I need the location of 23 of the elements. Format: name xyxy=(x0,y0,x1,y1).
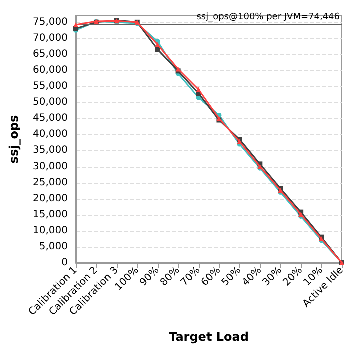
y-tick-label: 65,000 xyxy=(33,48,68,60)
y-tick-label: 50,000 xyxy=(33,97,68,108)
y-tick-label: 40,000 xyxy=(33,129,68,140)
y-tick-label: 45,000 xyxy=(33,113,68,124)
y-tick-label: 0 xyxy=(62,258,68,268)
ref-line-label: ssj_ops@100% per JVM=74,446 xyxy=(196,12,340,23)
y-tick-label: 10,000 xyxy=(33,225,68,236)
y-tick-label: 60,000 xyxy=(33,65,68,76)
y-tick-label: 55,000 xyxy=(33,81,68,92)
y-tick-label: 5,000 xyxy=(39,241,68,252)
y-tick-label: 70,000 xyxy=(33,32,68,44)
y-tick-label: 75,000 xyxy=(33,16,68,28)
point xyxy=(155,42,160,48)
x-axis-title: Target Load xyxy=(169,330,249,344)
y-axis-title: ssj_ops xyxy=(7,115,21,164)
y-tick-label: 25,000 xyxy=(33,177,68,188)
y-tick-label: 30,000 xyxy=(33,161,68,172)
point xyxy=(196,87,202,92)
y-tick-label: 20,000 xyxy=(33,193,68,204)
y-tick-label: 15,000 xyxy=(33,209,68,220)
point xyxy=(237,139,242,144)
point xyxy=(74,22,78,28)
y-tick-label: 35,000 xyxy=(33,145,68,156)
